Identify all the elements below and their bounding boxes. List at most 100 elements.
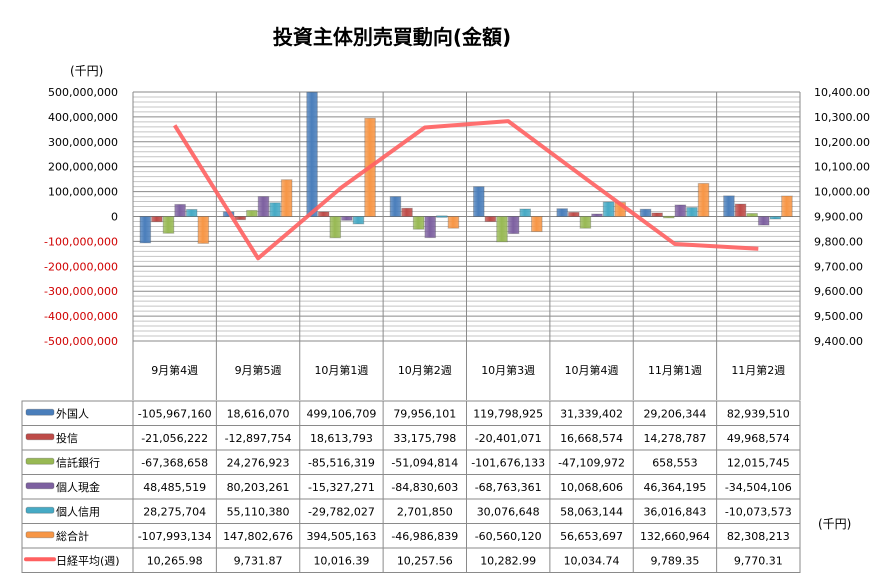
bar-個人信用 bbox=[769, 216, 782, 220]
series-name: 信託銀行 bbox=[56, 455, 100, 469]
table-cell: 55,110,380 bbox=[227, 505, 290, 518]
legend-key-総合計 bbox=[25, 531, 55, 539]
left-tick-label: -100,000,000 bbox=[44, 235, 118, 248]
table-cell: -107,993,134 bbox=[138, 530, 212, 543]
right-tick-label: 10,300.00 bbox=[814, 111, 870, 124]
table-cell: -21,056,222 bbox=[141, 432, 208, 445]
table-cell: 499,106,709 bbox=[306, 407, 376, 420]
bar-総合計 bbox=[781, 195, 793, 217]
table-cell: 16,668,574 bbox=[560, 432, 623, 445]
table-cell: 10,016.39 bbox=[313, 554, 369, 567]
right-tick-label: 9,500.00 bbox=[814, 310, 863, 323]
table-cell: 9,789.35 bbox=[650, 554, 699, 567]
legend-key-信託銀行 bbox=[25, 457, 55, 465]
legend-key-個人現金 bbox=[25, 482, 55, 490]
bar-外国人 bbox=[139, 216, 152, 244]
table-cell: 132,660,964 bbox=[640, 530, 710, 543]
left-tick-label: -300,000,000 bbox=[44, 285, 118, 298]
bar-信託銀行 bbox=[662, 215, 675, 219]
table-cell: -85,516,319 bbox=[308, 456, 375, 469]
table-cell: 24,276,923 bbox=[227, 456, 290, 469]
bar-外国人 bbox=[723, 195, 735, 218]
bar-個人信用 bbox=[352, 216, 365, 225]
nikkei-line-path bbox=[172, 119, 759, 261]
bar-信託銀行 bbox=[412, 216, 425, 230]
bar-投信 bbox=[401, 207, 413, 218]
table-cell: 2,701,850 bbox=[397, 505, 453, 518]
chart-title: 投資主体別売買動向(金額) bbox=[273, 25, 511, 49]
table-cell: 12,015,745 bbox=[727, 456, 790, 469]
table-cell: -47,109,972 bbox=[558, 456, 625, 469]
right-tick-label: 9,400.00 bbox=[814, 335, 863, 348]
data-table: 9月第4週 9月第5週 10月第1週 10月第2週 10月第3週 10月第4週 11月第1週… bbox=[21, 363, 801, 573]
table-cell: 9,770.31 bbox=[734, 554, 783, 567]
gridlines bbox=[132, 91, 801, 400]
table-cell: 9,731.87 bbox=[234, 554, 283, 567]
bar-個人現金 bbox=[424, 216, 437, 239]
table-cell: 10,068,606 bbox=[560, 481, 623, 494]
bars bbox=[139, 91, 793, 244]
bar-個人現金 bbox=[174, 203, 186, 218]
table-cell: 658,553 bbox=[652, 456, 698, 469]
right-tick-label: 9,900.00 bbox=[814, 211, 863, 224]
series-name: 投信 bbox=[56, 431, 78, 445]
table-cell: 82,308,213 bbox=[727, 530, 790, 543]
bar-総合計 bbox=[197, 216, 210, 244]
left-tick-label: 200,000,000 bbox=[48, 161, 118, 174]
category-label: 11月第1週 bbox=[648, 363, 702, 377]
bar-投信 bbox=[317, 211, 330, 217]
bar-信託銀行 bbox=[579, 216, 592, 229]
right-tick-label: 10,400.00 bbox=[814, 86, 870, 99]
table-cell: 10,282.99 bbox=[480, 554, 536, 567]
bar-外国人 bbox=[473, 186, 485, 218]
table-cell: 29,206,344 bbox=[643, 407, 706, 420]
right-tick-label: 9,600.00 bbox=[814, 285, 863, 298]
right-tick-label: 9,800.00 bbox=[814, 235, 863, 248]
table-cell: 48,485,519 bbox=[143, 481, 206, 494]
table-cell: 18,613,793 bbox=[310, 432, 373, 445]
table-cell: 30,076,648 bbox=[477, 505, 540, 518]
bar-個人信用 bbox=[269, 202, 281, 217]
table-cell: 36,016,843 bbox=[643, 505, 706, 518]
bar-投信 bbox=[567, 211, 580, 217]
bar-個人信用 bbox=[686, 207, 698, 217]
bar-投信 bbox=[484, 216, 497, 223]
bar-個人信用 bbox=[436, 215, 448, 218]
table-cell: -60,560,120 bbox=[475, 530, 542, 543]
series-name: 個人信用 bbox=[56, 505, 100, 518]
table-unit: (千円) bbox=[818, 517, 851, 531]
table-cell: 10,034.74 bbox=[564, 554, 620, 567]
table-cell: -20,401,071 bbox=[475, 432, 542, 445]
bar-総合計 bbox=[447, 216, 460, 229]
bar-外国人 bbox=[639, 208, 652, 217]
left-tick-label: 0 bbox=[111, 211, 118, 224]
table-cell: 79,956,101 bbox=[393, 407, 456, 420]
table-cell: -34,504,106 bbox=[725, 481, 792, 494]
category-label: 10月第1週 bbox=[314, 363, 368, 377]
left-tick-label: 500,000,000 bbox=[48, 86, 118, 99]
category-label: 10月第4週 bbox=[565, 363, 619, 377]
table-cell: -12,897,754 bbox=[225, 432, 292, 445]
bar-個人現金 bbox=[341, 216, 353, 221]
bar-個人現金 bbox=[591, 213, 603, 218]
bar-個人信用 bbox=[185, 208, 198, 218]
table-cell: -29,782,027 bbox=[308, 505, 375, 518]
axes: 500,000,000 400,000,000 300,000,000 200,000… bbox=[44, 86, 870, 348]
bar-投信 bbox=[151, 216, 163, 223]
bar-投信 bbox=[651, 212, 663, 217]
bar-投信 bbox=[234, 216, 247, 221]
bar-外国人 bbox=[389, 196, 402, 217]
series-name: 個人現金 bbox=[56, 480, 100, 494]
right-tick-label: 9,700.00 bbox=[814, 260, 863, 273]
table-cell: -15,327,271 bbox=[308, 481, 375, 494]
series-name: 総合計 bbox=[56, 529, 89, 543]
bar-信託銀行 bbox=[746, 213, 758, 217]
nikkei-line bbox=[172, 119, 759, 261]
right-tick-label: 10,100.00 bbox=[814, 161, 870, 174]
legend-key-個人信用 bbox=[25, 506, 55, 514]
table-cell: 394,505,163 bbox=[306, 530, 376, 543]
table-cell: 46,364,195 bbox=[643, 481, 706, 494]
bar-総合計 bbox=[531, 216, 543, 233]
legend-key-外国人 bbox=[25, 408, 55, 416]
bar-個人現金 bbox=[674, 204, 687, 218]
